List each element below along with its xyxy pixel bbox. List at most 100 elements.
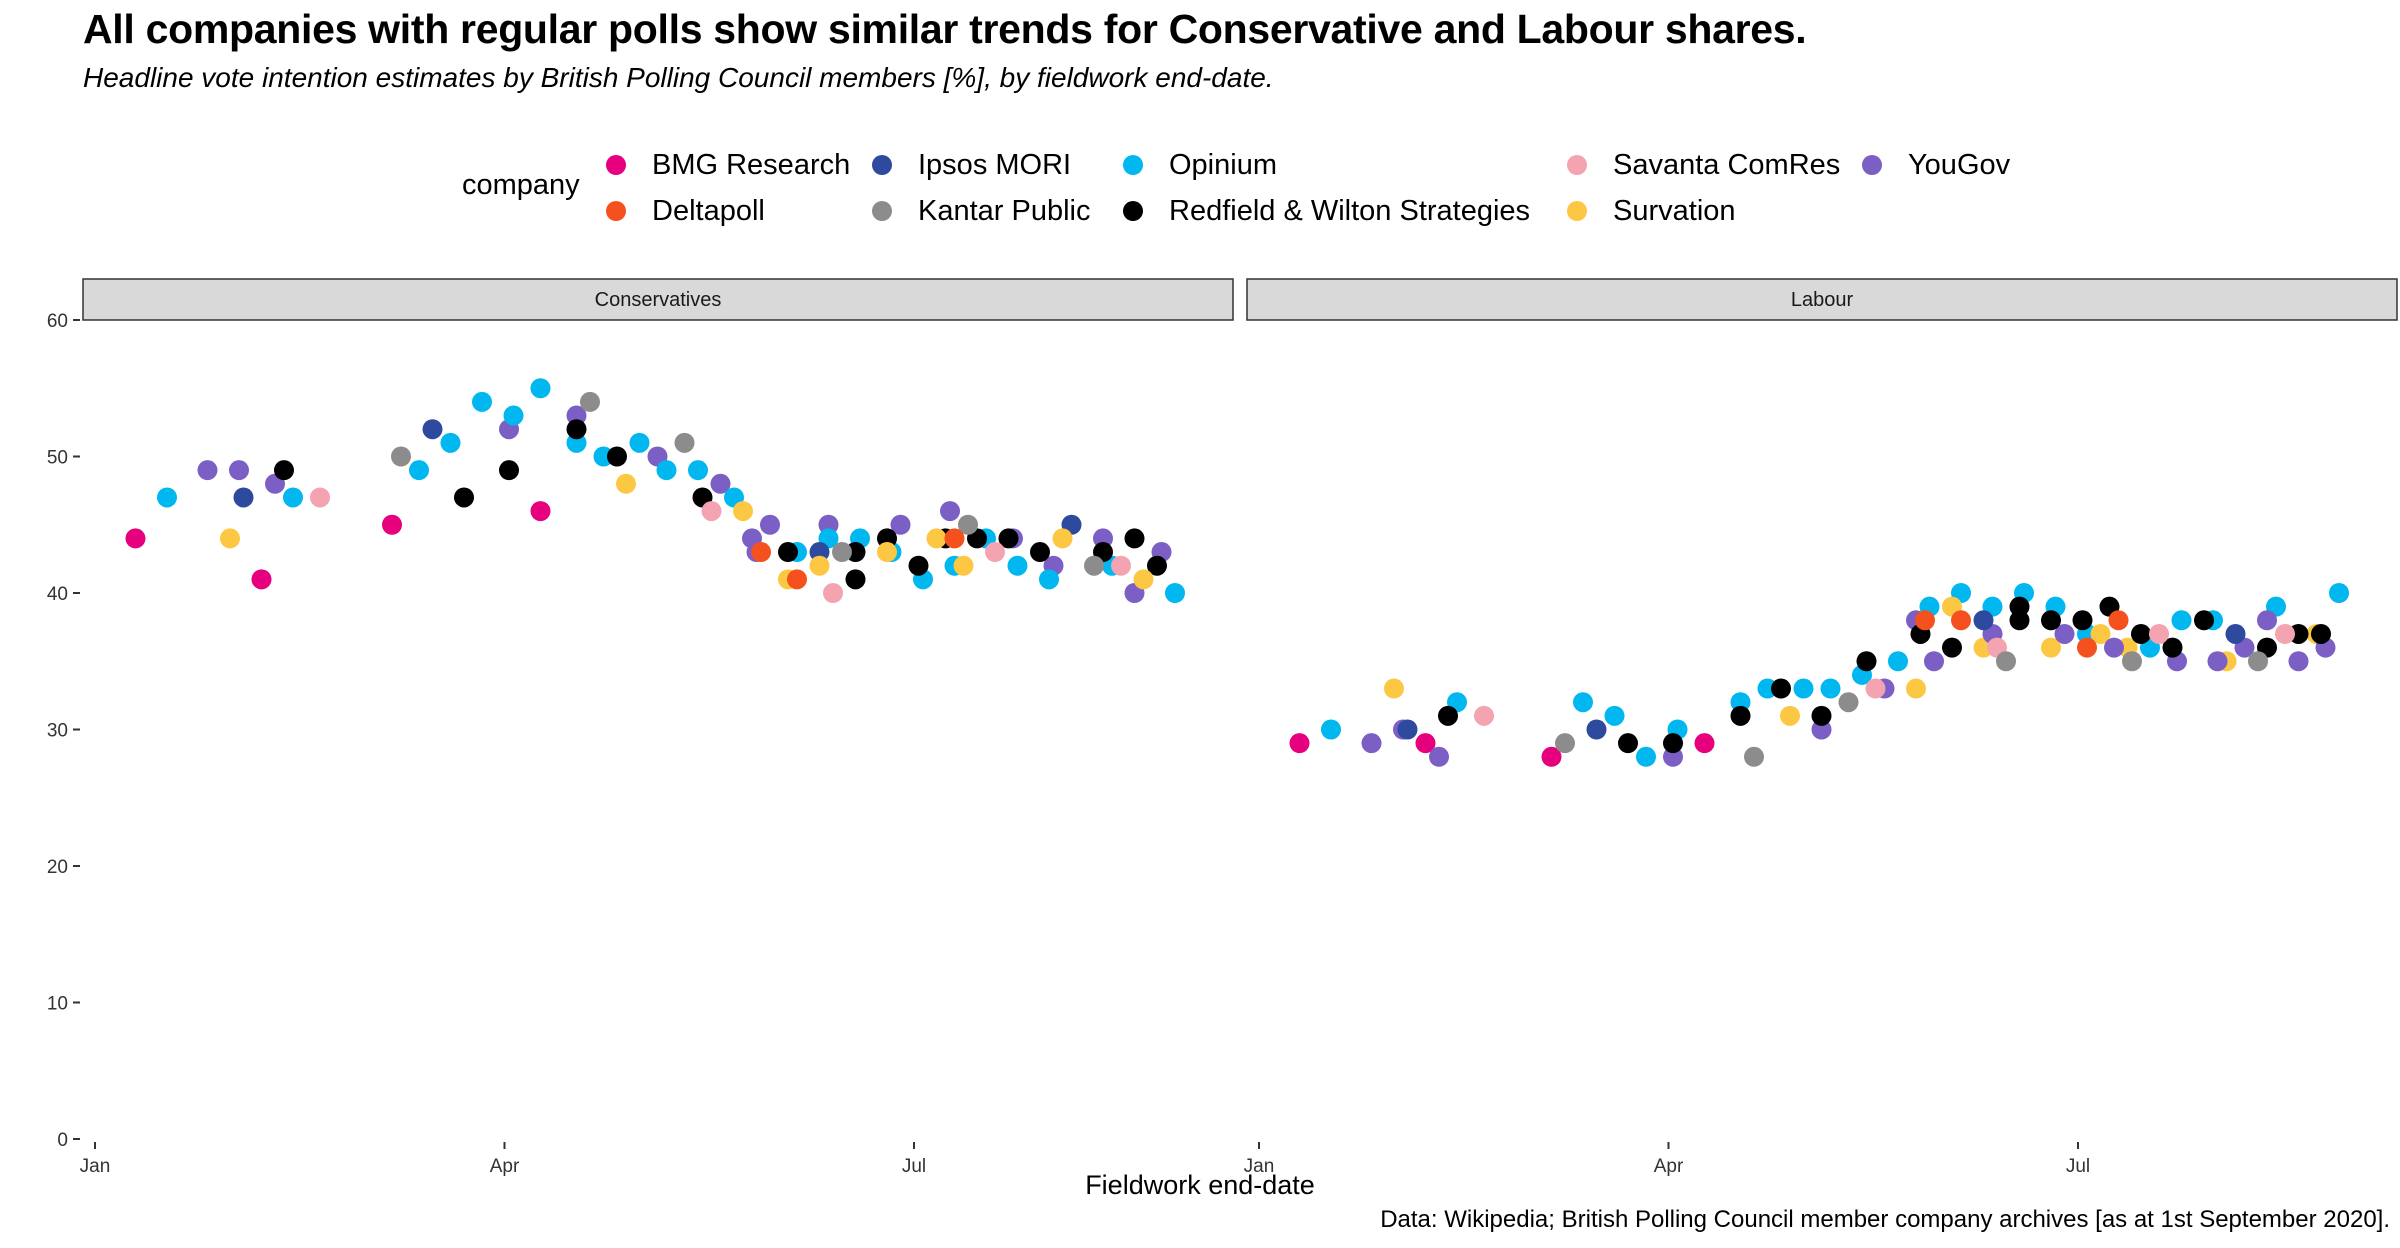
data-point	[1838, 692, 1859, 713]
legend-label: Redfield & Wilton Strategies	[1169, 194, 1531, 227]
legend-label: Kantar Public	[918, 194, 1091, 227]
data-point	[233, 487, 254, 508]
data-point	[998, 528, 1019, 549]
data-point	[1384, 678, 1404, 699]
data-point	[530, 501, 551, 522]
data-point	[499, 460, 519, 481]
data-point	[1415, 733, 1436, 754]
data-point	[2207, 651, 2228, 672]
data-point	[1636, 746, 1656, 767]
data-point	[1124, 528, 1145, 549]
data-point	[1084, 555, 1104, 576]
data-point	[656, 460, 677, 481]
data-point	[1973, 610, 1994, 631]
data-point	[1951, 610, 1971, 631]
data-point	[1111, 555, 1131, 576]
data-point	[409, 460, 429, 481]
data-point	[2171, 610, 2192, 631]
data-point	[2288, 651, 2309, 672]
legend-label: Deltapoll	[652, 194, 765, 227]
legend-swatch	[1123, 155, 1143, 175]
data-point	[1397, 719, 1418, 740]
data-point	[2122, 651, 2142, 672]
facet-label: Labour	[1791, 289, 1854, 311]
data-point	[778, 542, 798, 563]
y-tick-label: 0	[57, 1130, 68, 1151]
data-point	[701, 501, 722, 522]
data-point	[503, 405, 524, 426]
data-point	[2104, 637, 2124, 658]
y-tick-label: 60	[47, 311, 68, 332]
data-point	[1888, 651, 1908, 672]
data-point	[823, 583, 843, 603]
legend-label: Survation	[1613, 194, 1736, 227]
data-point	[1618, 733, 1638, 754]
data-point	[944, 528, 965, 549]
y-tick-label: 10	[47, 994, 68, 1015]
data-point	[125, 528, 146, 549]
x-tick-label: Jan	[1244, 1156, 1275, 1177]
legend-swatch	[1123, 201, 1143, 221]
data-point	[1730, 705, 1751, 726]
data-point	[2077, 637, 2097, 658]
data-point	[440, 432, 461, 453]
x-tick-label: Jan	[80, 1156, 111, 1177]
data-point	[220, 528, 240, 549]
data-point	[958, 514, 978, 535]
data-point	[2054, 623, 2075, 644]
data-point	[953, 555, 974, 576]
data-point	[1030, 542, 1050, 563]
data-point	[1289, 733, 1310, 754]
x-tick-label: Jul	[902, 1156, 926, 1177]
legend-swatch	[1567, 201, 1587, 221]
data-point	[1052, 528, 1073, 549]
data-point	[2041, 637, 2061, 658]
legend-item: BMG Research	[606, 147, 850, 183]
chart-subtitle: Headline vote intention estimates by Bri…	[83, 62, 1274, 93]
legend-title: company	[462, 169, 580, 201]
data-point	[2329, 583, 2349, 603]
y-tick-label: 20	[47, 857, 68, 878]
data-point	[940, 501, 960, 522]
data-point	[1165, 583, 1185, 603]
legend-swatch	[606, 155, 626, 175]
data-point	[845, 569, 866, 590]
data-point	[1429, 746, 1449, 767]
data-point	[1586, 719, 1607, 740]
data-point	[629, 432, 650, 453]
data-point	[1039, 569, 1059, 590]
data-point	[1147, 555, 1167, 576]
data-point	[566, 419, 587, 440]
data-point	[733, 501, 753, 522]
data-point	[229, 460, 249, 481]
data-point	[1793, 678, 1814, 699]
legend-swatch	[872, 201, 892, 221]
data-point	[310, 487, 330, 508]
caption: Data: Wikipedia; British Polling Council…	[1380, 1206, 2390, 1233]
y-tick-label: 30	[47, 721, 68, 742]
legend-item: YouGov	[1862, 147, 2010, 183]
data-point	[382, 514, 402, 535]
data-point	[1915, 610, 1935, 631]
data-point	[832, 542, 852, 563]
data-point	[710, 473, 731, 494]
data-point	[751, 542, 771, 563]
data-point	[1744, 746, 1764, 767]
data-point	[1321, 719, 1341, 740]
legend-item: Ipsos MORI	[872, 147, 1071, 183]
legend-label: BMG Research	[652, 148, 851, 181]
data-point	[1811, 705, 1832, 726]
data-point	[607, 446, 627, 467]
data-point	[1663, 733, 1683, 754]
data-point	[985, 542, 1005, 563]
legend-swatch	[872, 155, 892, 175]
data-point	[890, 514, 911, 535]
data-point	[2257, 610, 2277, 631]
data-point	[2149, 623, 2169, 644]
data-point	[2311, 623, 2331, 644]
data-point	[251, 569, 272, 590]
legend-label: Savanta ComRes	[1613, 148, 1841, 181]
data-point	[1007, 555, 1028, 576]
data-point	[1604, 705, 1625, 726]
